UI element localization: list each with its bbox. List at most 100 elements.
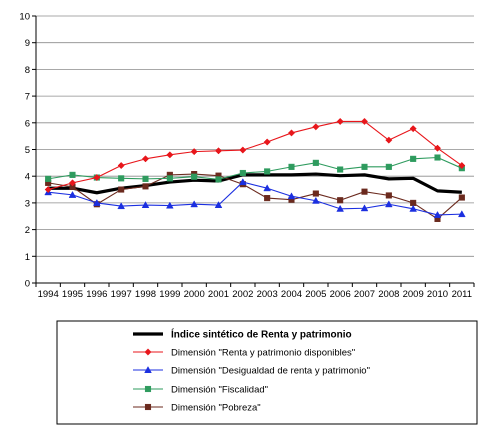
x-tick-label: 2005 [305,289,326,300]
x-tick-label: 2001 [208,289,229,300]
legend-swatch-marker [144,366,152,373]
y-tick-label: 8 [25,65,30,76]
series-line [48,156,463,180]
data-point [458,210,466,218]
data-point [214,201,223,209]
data-point [410,155,417,162]
data-point [264,195,271,202]
y-tick-label: 3 [25,198,30,209]
data-point [93,173,101,182]
data-point [263,184,271,192]
data-point [68,179,77,187]
legend: Índice sintético de Renta y patrimonio Di… [56,320,478,425]
data-point [312,190,319,197]
y-tick-label: 7 [25,92,30,103]
data-point [287,192,296,200]
series-line [48,172,462,195]
x-tick-label: 1995 [62,289,83,300]
legend-box [56,320,478,425]
data-point [239,146,247,154]
x-tick-label: 2010 [427,289,448,300]
data-point [166,175,173,182]
x-tick-label: 2009 [403,289,424,300]
y-tick-label: 1 [25,252,30,263]
data-point [288,163,295,170]
data-point [214,147,223,155]
data-point [69,171,76,178]
axes [32,15,475,287]
legend-swatch-marker [144,385,152,393]
legend-swatch-marker [144,348,152,356]
data-point [190,148,198,156]
data-point [361,188,368,195]
series-0 [48,172,462,195]
y-tick-label: 0 [25,279,30,290]
legend-entry-label: Dimensión "Fiscalidad" [171,385,268,396]
data-point [312,123,320,131]
x-tick-label: 1999 [159,289,180,300]
data-point [68,190,77,198]
x-tick-label: 2008 [378,289,399,300]
x-tick-label: 2006 [330,289,351,300]
data-point [166,151,174,159]
data-point [336,117,344,126]
data-point [458,161,466,170]
y-tick-label: 9 [25,38,30,49]
x-tick-labels: 1994 1995 1996 1997 1998 1999 2000 2001 2002 2003… [38,289,472,300]
data-point [409,204,417,212]
y-tick-label: 5 [25,145,30,156]
data-point [264,168,271,175]
data-point [433,144,442,152]
data-point [287,129,296,137]
data-point [93,198,101,206]
legend-entry-label: Dimensión "Renta y patrimonio disponible… [171,348,355,359]
data-point [239,178,247,186]
data-point [166,201,174,209]
x-tick-label: 2002 [232,289,253,300]
data-point [118,186,125,193]
data-point [337,166,344,173]
data-point [44,185,52,194]
data-point [45,175,52,182]
data-point [360,204,369,212]
data-point [385,192,392,199]
data-point [239,169,246,177]
data-point [141,201,150,209]
data-point [409,125,417,133]
data-point [191,173,198,180]
data-point [361,163,368,170]
y-tick-label: 2 [25,225,30,236]
data-point [360,117,369,126]
data-point [433,211,442,218]
grid-lines [36,15,474,284]
x-tick-label: 2007 [354,289,375,300]
y-tick-label: 4 [25,172,30,183]
y-tick-label: 6 [25,118,30,129]
data-point [118,175,125,182]
data-point [215,176,222,183]
data-point [385,163,392,170]
series-line [48,173,463,220]
x-tick-label: 1996 [86,289,107,300]
x-tick-label: 1994 [38,289,59,300]
y-tick-labels: 0 1 2 3 4 5 6 7 8 9 10 [19,12,30,290]
legend-entry-label: Dimensión "Desigualdad de renta y patrim… [171,366,370,377]
data-point [141,155,150,163]
legend-entry-label: Índice sintético de Renta y patrimonio [171,328,352,341]
data-point [190,200,198,208]
data-point [312,196,320,204]
data-point [117,161,125,170]
series-lines [44,117,466,222]
x-tick-label: 2011 [452,289,472,300]
data-point [117,202,125,210]
x-tick-label: 1998 [135,289,156,300]
data-point [263,138,271,146]
data-point [142,175,149,182]
legend-entry-label: Dimensión "Pobreza" [171,403,261,414]
x-tick-label: 2004 [281,289,302,300]
series-2 [44,178,466,218]
x-tick-label: 1997 [111,289,132,300]
x-tick-label: 2000 [184,289,205,300]
x-tick-label: 2003 [257,289,278,300]
